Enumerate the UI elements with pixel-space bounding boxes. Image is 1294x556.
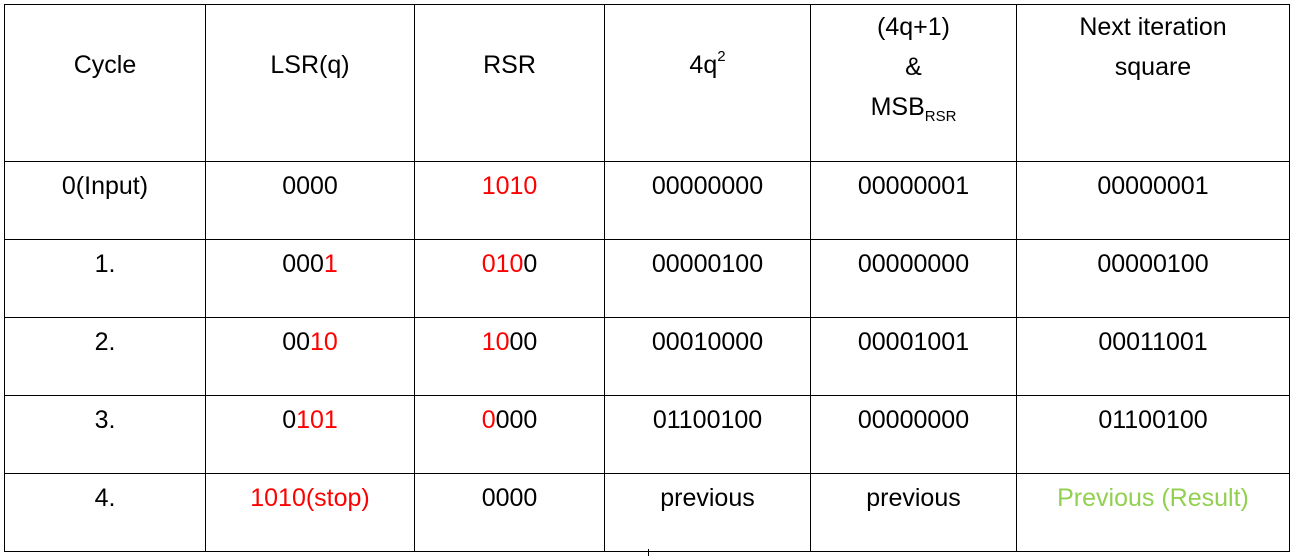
cell-lsr: 0001 [205,239,415,318]
cell-4q-squared: previous [604,473,811,552]
lsr-black-part: 0000 [282,172,338,200]
header-cycle: Cycle [4,4,206,162]
cell-cycle: 2. [4,317,206,396]
cell-lsr: 0101 [205,395,415,474]
cell-4q-plus-1-msb: previous [810,473,1017,552]
header-next-line2: square [1114,53,1192,81]
header-ampersand-line: & [905,53,922,81]
cell-rsr: 0100 [414,239,605,318]
header-4q-superscript: 2 [717,48,726,65]
cell-4q-plus-1-msb: 00000001 [810,161,1017,240]
header-next-line1: Next iteration [1079,13,1227,41]
lsr-black-part: 000 [282,250,324,278]
header-msb-line: MSBRSR [811,87,1016,127]
cell-next-square: Previous (Result) [1016,473,1290,552]
cell-4q-squared: 01100100 [604,395,811,474]
cell-4q-squared: 00000100 [604,239,811,318]
rsr-black-part: 00 [509,328,538,356]
cell-next-square: 01100100 [1016,395,1290,474]
rsr-black-part: 0 [523,250,538,278]
header-rsr: RSR [414,4,605,162]
header-4q-squared: 4q2 [604,4,811,162]
header-msb-text: MSB [870,93,925,121]
table-row: 1. 0001 0100 00000100 00000000 00000100 [4,239,1290,318]
rsr-red-part: 0 [481,406,496,434]
cell-lsr: 0000 [205,161,415,240]
cell-4q-plus-1-msb: 00000000 [810,239,1017,318]
iteration-table: Cycle LSR(q) RSR 4q2 (4q+1) & MSBRSR Ne [4,4,1290,552]
cell-cycle: 0(Input) [4,161,206,240]
table-row: 3. 0101 0000 01100100 00000000 01100100 [4,395,1290,474]
lsr-red-part: 10 [310,328,338,356]
header-lsr-label: LSR(q) [270,51,350,79]
header-next-iteration-square: Next iteration square [1016,4,1290,162]
header-4q-base: 4q [689,51,718,79]
header-4q-plus-1-line: (4q+1) [877,13,950,41]
header-row: Cycle LSR(q) RSR 4q2 (4q+1) & MSBRSR Ne [4,4,1290,162]
rsr-red-part: 10 [481,328,510,356]
rsr-red-part: 010 [481,250,524,278]
rsr-black-part: 000 [495,406,538,434]
cell-rsr: 0000 [414,395,605,474]
rsr-red-part: 1010 [481,172,538,200]
lsr-black-part: 0 [282,406,297,434]
cell-4q-squared: 00010000 [604,317,811,396]
lsr-black-part: 00 [282,328,310,356]
cell-next-square: 00011001 [1016,317,1290,396]
cell-rsr: 1000 [414,317,605,396]
cell-lsr: 0010 [205,317,415,396]
cell-4q-plus-1-msb: 00001001 [810,317,1017,396]
cell-cycle: 3. [4,395,206,474]
header-4q-plus-1-msb: (4q+1) & MSBRSR [810,4,1017,162]
cell-next-square: 00000100 [1016,239,1290,318]
header-msb-subscript: RSR [924,108,957,125]
table-row: 2. 0010 1000 00010000 00001001 00011001 [4,317,1290,396]
cell-lsr: 1010(stop) [205,473,415,552]
cell-next-square: 00000001 [1016,161,1290,240]
cell-rsr: 1010 [414,161,605,240]
cell-rsr: 0000 [414,473,605,552]
lsr-red-part: 1010(stop) [250,484,370,512]
header-lsr: LSR(q) [205,4,415,162]
result-text: Previous (Result) [1057,484,1249,512]
cell-4q-plus-1-msb: 00000000 [810,395,1017,474]
table-row: 0(Input) 0000 1010 00000000 00000001 000… [4,161,1290,240]
cell-cycle: 1. [4,239,206,318]
header-rsr-label: RSR [483,51,536,79]
cell-cycle: 4. [4,473,206,552]
rsr-black-part: 0000 [481,484,538,512]
page-edge-marker [648,549,649,556]
header-cycle-label: Cycle [73,51,137,79]
lsr-red-part: 101 [296,406,338,434]
lsr-red-part: 1 [323,250,338,278]
cell-4q-squared: 00000000 [604,161,811,240]
table-row: 4. 1010(stop) 0000 previous previous Pre… [4,473,1290,552]
